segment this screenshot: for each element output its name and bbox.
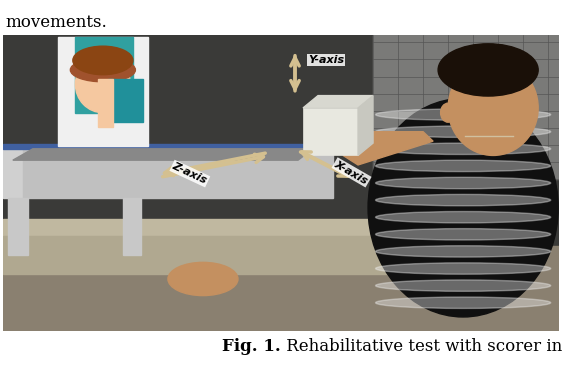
Text: Y-axis: Y-axis xyxy=(308,55,344,65)
Ellipse shape xyxy=(375,177,551,189)
Ellipse shape xyxy=(375,246,551,257)
Polygon shape xyxy=(3,146,23,198)
Bar xyxy=(123,198,141,255)
Bar xyxy=(58,37,148,146)
Polygon shape xyxy=(3,146,333,165)
Text: Rehabilitative test with scorer in background.: Rehabilitative test with scorer in backg… xyxy=(281,339,562,355)
Ellipse shape xyxy=(375,297,551,309)
Bar xyxy=(373,35,559,179)
Ellipse shape xyxy=(375,126,551,137)
Text: movements.: movements. xyxy=(6,14,107,31)
Bar xyxy=(98,79,113,127)
Bar xyxy=(8,198,28,255)
Bar xyxy=(3,246,559,331)
Bar xyxy=(3,144,333,149)
Ellipse shape xyxy=(375,229,551,240)
Bar xyxy=(3,236,453,274)
Polygon shape xyxy=(343,132,433,165)
Polygon shape xyxy=(303,96,373,108)
Ellipse shape xyxy=(368,98,558,317)
Ellipse shape xyxy=(168,262,238,296)
Ellipse shape xyxy=(75,56,130,113)
Text: Z-axis: Z-axis xyxy=(171,161,209,186)
Ellipse shape xyxy=(448,60,538,156)
Ellipse shape xyxy=(375,212,551,223)
Ellipse shape xyxy=(70,58,135,82)
Ellipse shape xyxy=(73,46,133,75)
Ellipse shape xyxy=(375,280,551,291)
Polygon shape xyxy=(358,96,373,156)
Ellipse shape xyxy=(375,263,551,274)
Bar xyxy=(303,108,358,156)
Ellipse shape xyxy=(375,194,551,206)
Ellipse shape xyxy=(375,143,551,154)
Polygon shape xyxy=(23,146,333,198)
Bar xyxy=(75,37,133,113)
Bar xyxy=(108,79,143,122)
Text: X-axis: X-axis xyxy=(333,159,370,186)
Ellipse shape xyxy=(375,160,551,172)
Ellipse shape xyxy=(375,109,551,120)
Ellipse shape xyxy=(438,44,538,96)
Ellipse shape xyxy=(441,103,456,122)
Polygon shape xyxy=(13,149,313,160)
Bar xyxy=(3,219,453,236)
Text: Fig. 1.: Fig. 1. xyxy=(222,339,281,355)
Bar xyxy=(471,108,501,146)
